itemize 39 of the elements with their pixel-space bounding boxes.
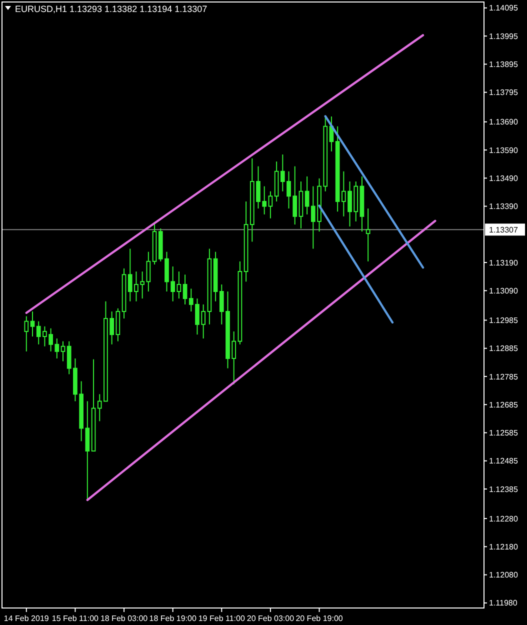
x-tick-label: 18 Feb 03:00 (100, 614, 148, 623)
x-tick-label: 14 Feb 2019 (4, 614, 50, 623)
candlestick (304, 176, 310, 215)
y-tick-label: 1.13590 (489, 146, 518, 155)
candlestick (268, 190, 273, 219)
y-tick-label: 1.12080 (489, 570, 518, 580)
x-tick-label: 20 Feb 03:00 (246, 614, 295, 623)
candlestick (24, 316, 29, 352)
y-tick-label: 1.12385 (489, 484, 518, 494)
y-tick-label: 1.13490 (489, 174, 518, 183)
x-tick-label: 18 Feb 19:00 (149, 614, 197, 623)
y-tick-label: 1.12585 (489, 428, 518, 438)
y-tick-label: 1.13690 (489, 118, 518, 127)
ref-line-label: 1.13307 (489, 225, 518, 234)
x-tick-label: 19 Feb 11:00 (198, 614, 246, 623)
y-tick-label: 1.13190 (489, 258, 518, 268)
y-tick-label: 1.11980 (489, 598, 518, 608)
candlestick (146, 251, 151, 292)
y-tick-label: 1.12180 (489, 542, 518, 552)
candlestick (182, 274, 188, 305)
y-tick-label: 1.13795 (489, 88, 518, 98)
candlestick (176, 271, 182, 300)
y-tick-label: 1.12685 (489, 400, 518, 410)
candlestick (30, 310, 35, 338)
y-tick-label: 1.14095 (489, 4, 518, 13)
y-tick-label: 1.12885 (489, 344, 518, 354)
y-tick-label: 1.12485 (489, 456, 518, 466)
y-tick-label: 1.12785 (489, 372, 518, 382)
y-tick-label: 1.13895 (489, 60, 518, 69)
x-tick-label: 20 Feb 19:00 (296, 614, 344, 623)
y-tick-label: 1.13995 (489, 32, 518, 41)
y-tick-label: 1.12985 (489, 316, 518, 325)
chart-title: EURUSD,H1 1.13293 1.13382 1.13194 1.13307 (15, 4, 208, 14)
candlestick (60, 340, 66, 362)
candlestick (366, 208, 370, 262)
y-tick-label: 1.13090 (489, 286, 518, 296)
y-tick-label: 1.12280 (489, 514, 518, 524)
y-tick-label: 1.13390 (489, 202, 518, 212)
x-tick-label: 15 Feb 11:00 (52, 614, 100, 623)
